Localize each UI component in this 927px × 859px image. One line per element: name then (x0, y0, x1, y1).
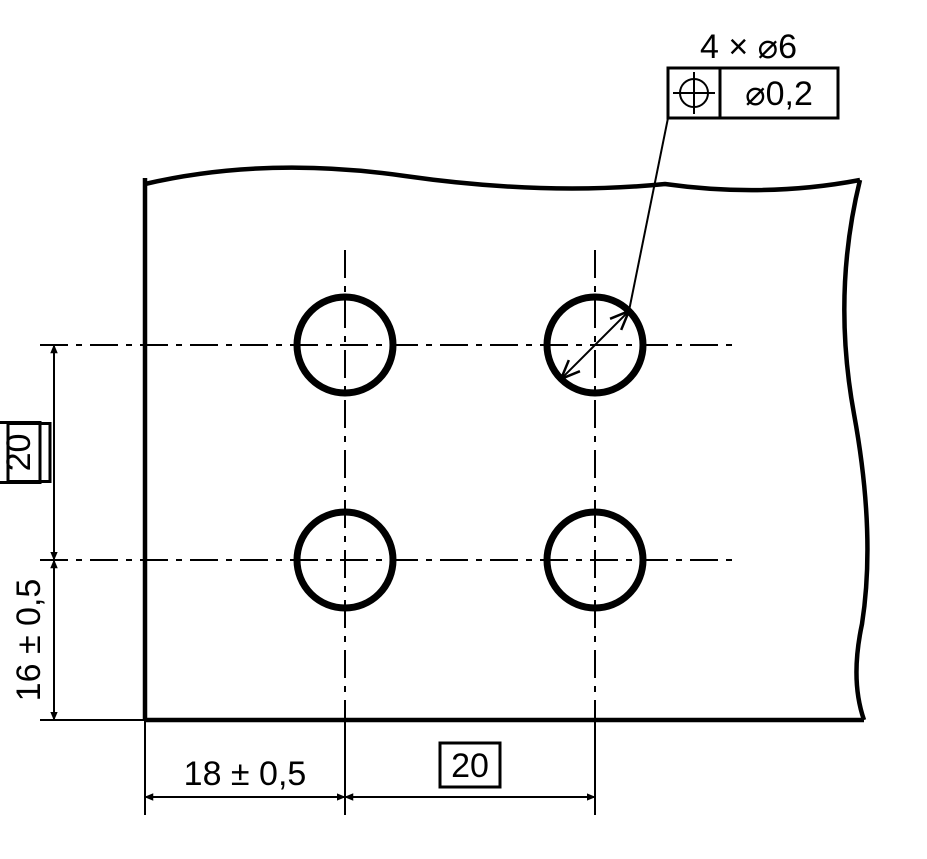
svg-text:18 ± 0,5: 18 ± 0,5 (184, 755, 307, 793)
svg-text:4 × ⌀6: 4 × ⌀6 (700, 28, 797, 66)
engineering-drawing: 20 16 ± 0,5 18 ± 0,5 20 4 × ⌀6 ⌀0,2 (0, 0, 927, 859)
svg-text:16 ± 0,5: 16 ± 0,5 (10, 579, 48, 702)
svg-text:20: 20 (451, 747, 489, 785)
svg-text:⌀0,2: ⌀0,2 (745, 75, 813, 113)
svg-text:20: 20 (0, 434, 38, 472)
